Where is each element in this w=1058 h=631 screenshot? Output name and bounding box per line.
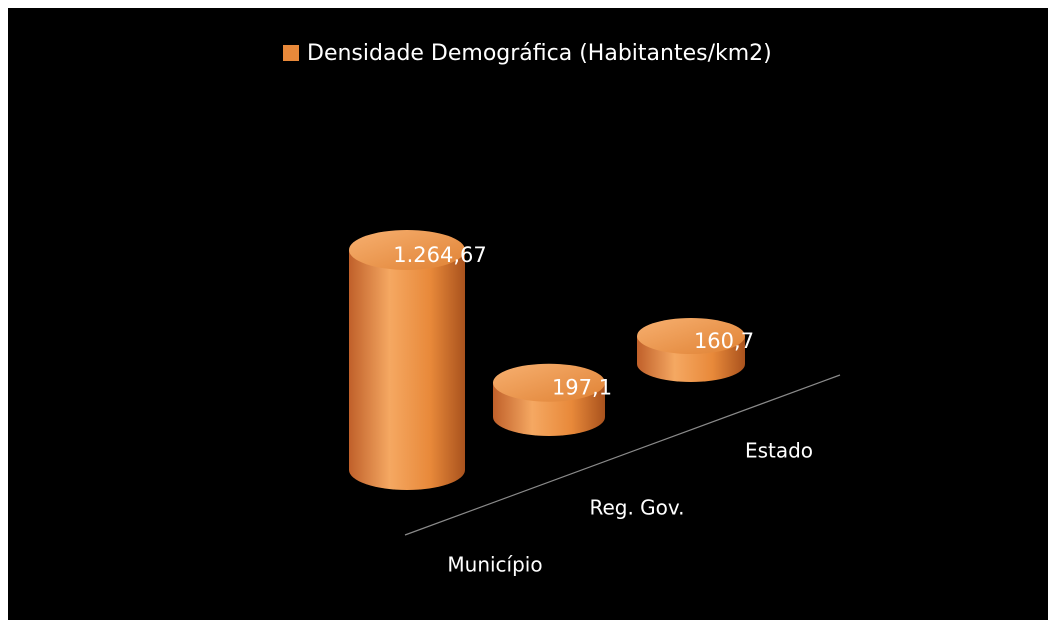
cylinder-top [349,229,465,270]
cylinder [637,318,745,382]
cylinder [493,363,605,436]
x-tick-label: Município [447,553,542,577]
cylinder-top [637,318,745,355]
legend-label: Densidade Demográfica (Habitantes/km2) [307,41,772,66]
floor-line [404,374,841,536]
x-tick-label: Reg. Gov. [589,496,684,520]
legend-key [283,45,299,61]
cylinder-body [349,249,465,490]
data-label: 1.264,67 [393,243,487,267]
x-tick-label: Estado [745,439,813,463]
data-label: 197,1 [552,376,612,400]
plot-background [8,8,1048,620]
cylinder [349,229,465,490]
cylinder-top [493,363,605,402]
data-label: 160,7 [694,329,754,353]
